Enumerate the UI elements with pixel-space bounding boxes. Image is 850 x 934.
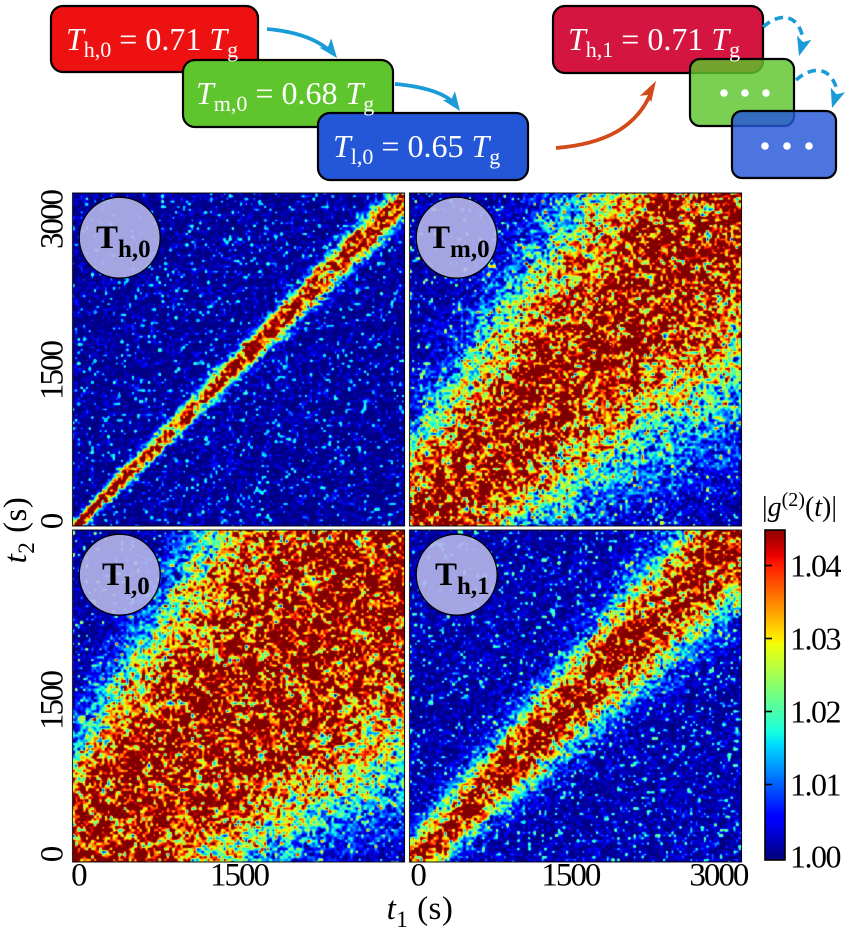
svg-text:|g(2)(t)|: |g(2)(t)| <box>762 489 837 523</box>
svg-text:Th,0 = 0.71 Tg: Th,0 = 0.71 Tg <box>66 21 238 62</box>
svg-text:Tm,0 = 0.68 Tg: Tm,0 = 0.68 Tg <box>196 75 374 116</box>
svg-text:Th,1 = 0.71 Tg: Th,1 = 0.71 Tg <box>568 21 740 62</box>
svg-text:Tl,0 = 0.65 Tg: Tl,0 = 0.65 Tg <box>333 128 500 169</box>
